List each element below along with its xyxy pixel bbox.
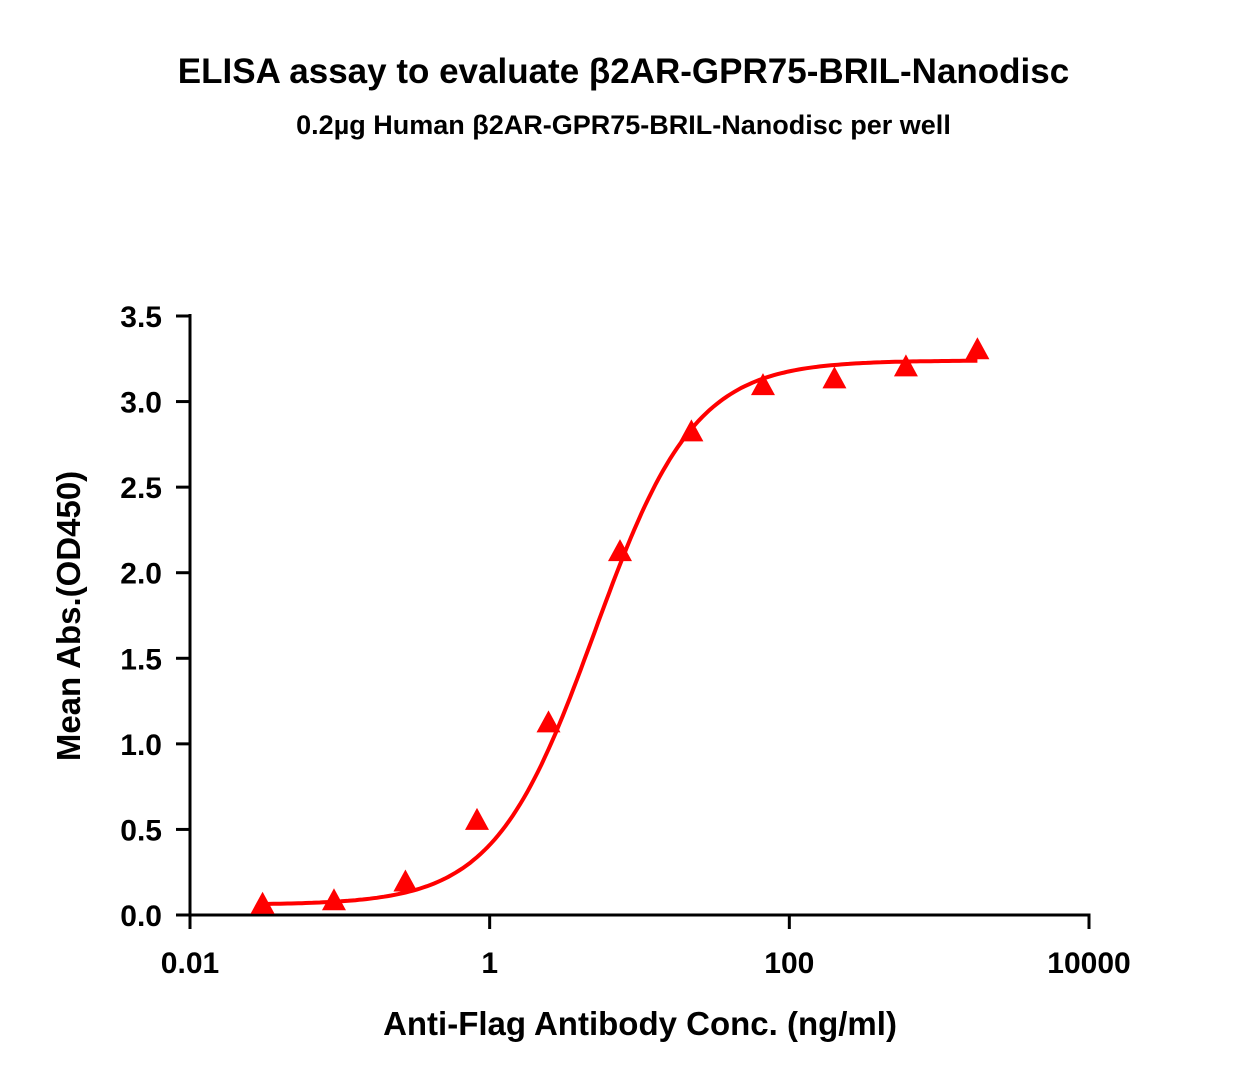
data-point <box>250 891 275 914</box>
y-tick-label: 2.0 <box>120 558 162 591</box>
y-tick-label: 3.0 <box>120 387 162 420</box>
y-tick-label: 3.5 <box>120 301 162 334</box>
data-point <box>822 366 847 389</box>
x-tick-label: 10000 <box>1047 947 1130 980</box>
x-tick-label: 1 <box>481 947 498 980</box>
y-tick-label: 1.0 <box>120 729 162 762</box>
data-point <box>750 373 775 396</box>
y-tick-label: 1.5 <box>120 643 162 676</box>
x-tick-label: 100 <box>764 947 814 980</box>
data-point <box>965 337 990 360</box>
data-point <box>321 888 346 911</box>
y-tick-label: 0.5 <box>120 814 162 847</box>
chart-title: ELISA assay to evaluate β2AR-GPR75-BRIL-… <box>177 52 1070 91</box>
data-point <box>536 710 561 733</box>
data-point <box>893 354 918 377</box>
data-point <box>679 419 704 442</box>
y-axis-label: Mean Abs.(OD450) <box>50 471 87 761</box>
x-axis-label: Anti-Flag Antibody Conc. (ng/ml) <box>383 1005 897 1042</box>
y-tick-label: 2.5 <box>120 472 162 505</box>
chart-subtitle: 0.2µg Human β2AR-GPR75-BRIL-Nanodisc per… <box>296 110 951 140</box>
x-tick-label: 0.01 <box>161 947 219 980</box>
data-point <box>393 869 418 892</box>
data-point <box>607 539 632 562</box>
data-point <box>464 807 489 830</box>
y-tick-label: 0.0 <box>120 900 162 933</box>
fit-curve <box>262 358 978 906</box>
